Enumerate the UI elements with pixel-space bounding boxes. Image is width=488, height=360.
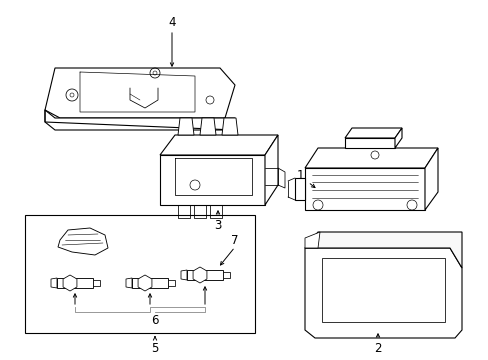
Polygon shape <box>193 267 206 283</box>
Polygon shape <box>160 155 264 205</box>
Polygon shape <box>345 138 394 148</box>
Polygon shape <box>45 110 235 130</box>
Polygon shape <box>305 232 461 268</box>
Polygon shape <box>57 278 93 288</box>
Polygon shape <box>63 275 77 291</box>
Polygon shape <box>51 278 57 288</box>
Polygon shape <box>178 118 194 135</box>
Polygon shape <box>264 135 278 205</box>
Text: 2: 2 <box>373 342 381 355</box>
Polygon shape <box>394 128 401 148</box>
Text: 1: 1 <box>296 168 303 181</box>
Polygon shape <box>222 118 238 135</box>
Text: 7: 7 <box>231 234 238 247</box>
Text: 6: 6 <box>151 314 159 327</box>
Polygon shape <box>168 280 175 286</box>
Polygon shape <box>424 148 437 210</box>
Polygon shape <box>58 228 108 255</box>
Polygon shape <box>305 248 461 338</box>
Polygon shape <box>160 135 278 155</box>
Polygon shape <box>321 258 444 322</box>
Polygon shape <box>200 118 216 135</box>
Polygon shape <box>186 270 223 280</box>
Polygon shape <box>181 270 186 280</box>
Polygon shape <box>294 178 305 200</box>
Polygon shape <box>126 278 132 288</box>
Polygon shape <box>93 280 100 286</box>
Text: 3: 3 <box>214 219 221 231</box>
Polygon shape <box>138 275 152 291</box>
Text: 4: 4 <box>168 15 175 28</box>
Polygon shape <box>345 128 401 138</box>
Polygon shape <box>305 148 437 168</box>
Polygon shape <box>305 168 424 210</box>
Polygon shape <box>132 278 168 288</box>
Text: 5: 5 <box>151 342 159 355</box>
Polygon shape <box>305 232 319 248</box>
Bar <box>25 215 254 333</box>
Polygon shape <box>223 272 229 278</box>
Polygon shape <box>45 68 235 118</box>
